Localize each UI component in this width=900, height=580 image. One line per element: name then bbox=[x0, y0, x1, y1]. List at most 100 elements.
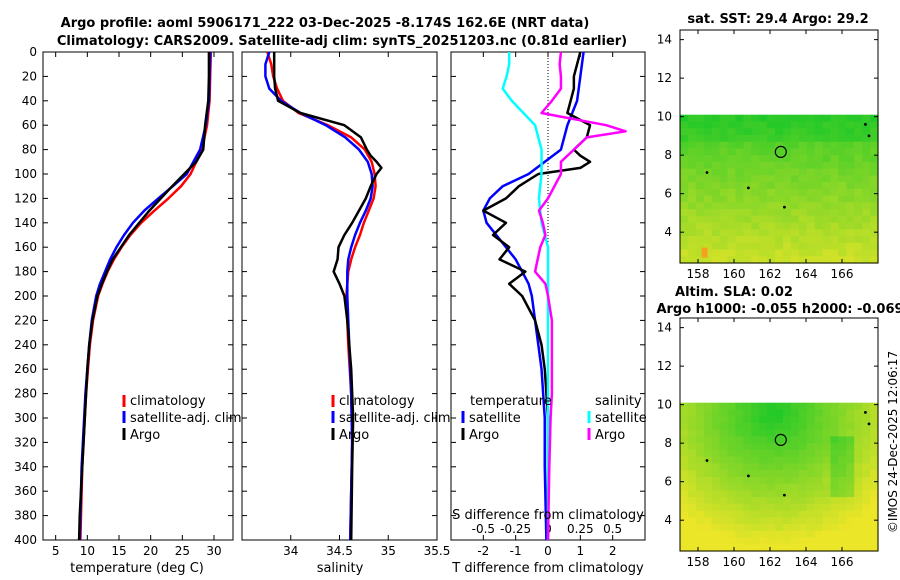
map-cell bbox=[680, 503, 689, 512]
map-cell bbox=[743, 188, 752, 197]
map-cell bbox=[680, 182, 689, 190]
map-cell bbox=[798, 517, 808, 525]
map-cell bbox=[703, 422, 713, 431]
map-cell bbox=[838, 249, 847, 257]
map-cell bbox=[759, 517, 768, 525]
map-cell bbox=[830, 242, 839, 251]
x-tick-label: 1 bbox=[577, 544, 585, 558]
map-cell bbox=[727, 517, 736, 525]
map-cell bbox=[743, 402, 752, 410]
map-cell bbox=[727, 510, 736, 518]
map-cell bbox=[798, 222, 808, 230]
map-cell bbox=[838, 409, 847, 417]
map-cell bbox=[790, 416, 800, 424]
map-cell bbox=[862, 497, 871, 505]
map-cell bbox=[767, 134, 776, 143]
map-cell bbox=[767, 161, 776, 170]
map-cell bbox=[759, 155, 768, 163]
map-cell bbox=[767, 449, 776, 458]
x-tick-label: 5 bbox=[52, 544, 60, 558]
y-tick-label: 10 bbox=[657, 398, 672, 412]
map-cell bbox=[775, 215, 784, 224]
map-cell bbox=[743, 148, 752, 156]
map-cell bbox=[814, 409, 824, 417]
map-cell bbox=[862, 443, 871, 451]
map-cell bbox=[838, 416, 847, 424]
map-cell bbox=[767, 215, 776, 224]
y-tick-label: 12 bbox=[657, 359, 672, 373]
map-cell bbox=[759, 483, 768, 491]
map-cell bbox=[783, 195, 792, 203]
map-cell bbox=[806, 202, 816, 210]
map-cell bbox=[680, 215, 689, 224]
map-cell bbox=[830, 436, 839, 444]
island-dot bbox=[864, 410, 867, 414]
map-cell bbox=[703, 503, 713, 512]
map-cell bbox=[711, 517, 721, 525]
map-cell bbox=[735, 476, 744, 485]
map-cell bbox=[711, 470, 721, 478]
y-tick-label: 380 bbox=[14, 509, 37, 523]
map-cell bbox=[822, 249, 832, 257]
map-cell bbox=[830, 476, 839, 485]
map-cell bbox=[751, 182, 760, 190]
map-cell bbox=[798, 209, 808, 217]
map-cell bbox=[751, 490, 760, 498]
map-cell bbox=[759, 402, 768, 410]
map-cell bbox=[743, 449, 752, 458]
map-cell bbox=[838, 195, 847, 203]
map-cell bbox=[806, 148, 816, 156]
map-cell bbox=[680, 175, 689, 183]
map-cell bbox=[838, 530, 847, 539]
map-cell bbox=[759, 463, 768, 471]
map-cell bbox=[846, 503, 855, 512]
map-cell bbox=[735, 490, 744, 498]
map-cell bbox=[735, 236, 744, 244]
map-cell bbox=[846, 544, 855, 552]
map-cell bbox=[870, 429, 879, 437]
x-tick-label: 35 bbox=[381, 544, 396, 558]
map-cell bbox=[783, 449, 792, 458]
map-cell bbox=[854, 530, 863, 539]
map-cell bbox=[743, 168, 752, 176]
map-cell bbox=[735, 456, 744, 464]
map-cell bbox=[783, 202, 792, 210]
map-cell bbox=[735, 449, 744, 458]
map-cell bbox=[806, 483, 816, 491]
map-cell bbox=[854, 537, 863, 545]
map-cell bbox=[814, 195, 824, 203]
map-cell bbox=[822, 121, 832, 129]
map-cell bbox=[783, 141, 792, 149]
map-cell bbox=[680, 544, 689, 552]
map-cell bbox=[703, 517, 713, 525]
map-cell bbox=[806, 443, 816, 451]
map-cell bbox=[767, 202, 776, 210]
map-cell bbox=[822, 128, 832, 136]
map-cell bbox=[759, 416, 768, 424]
map-cell bbox=[798, 524, 808, 532]
map-cell bbox=[862, 422, 871, 431]
map-cell bbox=[775, 182, 784, 190]
map-cell bbox=[806, 155, 816, 163]
map-cell bbox=[680, 121, 689, 129]
map-cell bbox=[814, 422, 824, 431]
legend-t-argo-label: Argo bbox=[469, 428, 499, 443]
map-cell bbox=[814, 229, 824, 237]
map-cell bbox=[767, 409, 776, 417]
map-cell bbox=[798, 161, 808, 170]
sst-map-panel: 158 160 162 164 166 4 6 8 10 12 14 bbox=[657, 29, 879, 281]
map-cell bbox=[751, 402, 760, 410]
map-cell bbox=[814, 188, 824, 197]
map-cell bbox=[767, 242, 776, 251]
map-cell bbox=[846, 530, 855, 539]
map-cell bbox=[846, 456, 855, 464]
map-cell bbox=[711, 215, 721, 224]
map-cell bbox=[743, 463, 752, 471]
map-cell bbox=[838, 544, 847, 552]
map-cell bbox=[751, 249, 760, 257]
map-cell bbox=[862, 256, 871, 264]
map-cell bbox=[735, 141, 744, 149]
map-cell bbox=[798, 202, 808, 210]
map-cell bbox=[806, 141, 816, 149]
